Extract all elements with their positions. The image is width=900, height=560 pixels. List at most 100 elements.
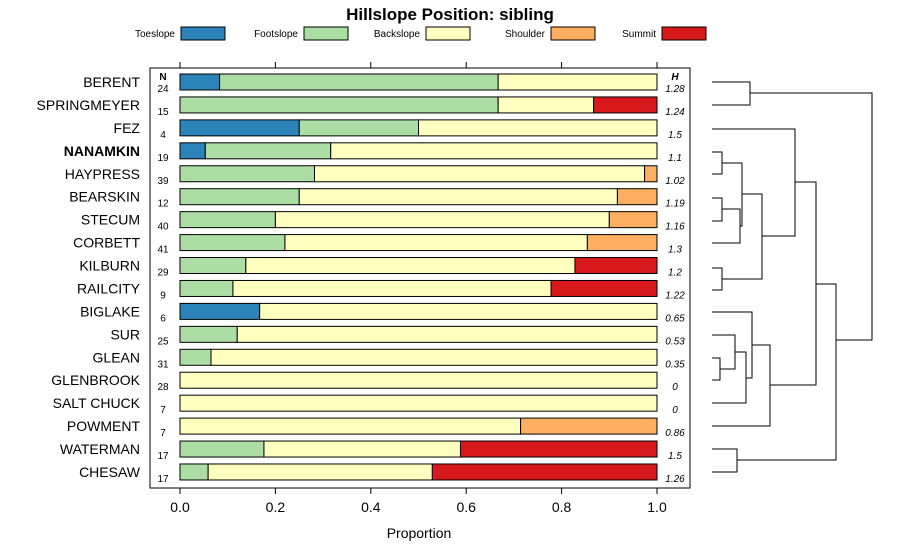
row-label: BIGLAKE — [80, 303, 140, 319]
legend-label: Backslope — [374, 29, 421, 40]
bar-segment — [204, 142, 332, 160]
bar-row: BEARSKIN 12 1.19 — [69, 188, 685, 210]
h-value: 1.19 — [665, 199, 685, 210]
dendrogram-branch — [712, 448, 738, 473]
dendrogram-branch — [712, 151, 723, 175]
n-value: 29 — [157, 268, 169, 279]
bar-segment — [497, 73, 658, 91]
row-label: BEARSKIN — [69, 189, 140, 205]
n-value: 4 — [160, 130, 166, 141]
bar-row: STECUM 40 1.16 — [81, 211, 685, 233]
legend-swatch — [180, 26, 226, 41]
bar-row: CHESAW 17 1.26 — [79, 463, 685, 485]
n-value: 40 — [157, 222, 169, 233]
bar-segment — [644, 165, 658, 183]
dendrogram — [712, 81, 873, 473]
h-value: 0 — [672, 382, 678, 393]
h-value: 1.16 — [665, 222, 685, 233]
row-label: FEZ — [114, 120, 141, 136]
bar-row: FEZ 4 1.5 — [114, 119, 682, 141]
x-tick-label: 0.2 — [266, 499, 286, 515]
bar-segment — [179, 234, 286, 252]
bar-segment — [431, 463, 658, 481]
row-label: SUR — [110, 326, 140, 342]
n-value: 25 — [157, 336, 169, 347]
dendrogram-branch — [712, 267, 723, 291]
row-label: POWMENT — [67, 418, 141, 434]
bar-segment — [497, 96, 595, 114]
x-axis: 0.0 0.2 0.4 0.6 0.8 1.0 — [170, 488, 667, 515]
bar-row: BERENT 24 1.28 — [83, 73, 685, 95]
bar-segment — [298, 119, 419, 137]
bar-segment — [179, 302, 261, 320]
h-value: 1.22 — [665, 290, 685, 301]
bar-segment — [179, 348, 212, 366]
bar-segment — [232, 279, 552, 297]
n-value: 28 — [157, 382, 169, 393]
bar-segment — [179, 463, 209, 481]
bar-row: WATERMAN 17 1.5 — [60, 440, 682, 462]
h-column-header: H — [671, 72, 679, 83]
x-tick-label: 1.0 — [647, 499, 667, 515]
legend-swatch — [303, 26, 349, 41]
bar-row: POWMENT 7 0.86 — [67, 417, 685, 439]
row-label: SPRINGMEYER — [37, 97, 140, 113]
h-value: 0.35 — [665, 359, 685, 370]
row-label: GLENBROOK — [51, 372, 140, 388]
row-label: CORBETT — [73, 235, 140, 251]
dendrogram-branch — [712, 208, 741, 244]
dendrogram-branch — [722, 162, 743, 227]
row-label: KILBURN — [79, 258, 140, 274]
bar-segment — [245, 257, 576, 275]
bar-segment — [179, 119, 300, 137]
bar-segment — [179, 394, 658, 412]
bar-segment — [179, 417, 522, 435]
h-value: 1.2 — [668, 268, 682, 279]
bar-segment — [179, 440, 265, 458]
legend-swatch — [425, 26, 471, 41]
row-label: SALT CHUCK — [53, 395, 141, 411]
n-value: 17 — [157, 451, 169, 462]
h-value: 0.86 — [665, 428, 685, 439]
n-value: 17 — [157, 474, 169, 485]
h-value: 1.5 — [668, 130, 682, 141]
bar-segment — [314, 165, 646, 183]
n-value: 39 — [157, 176, 169, 187]
legend: Toeslope Footslope Backslope Shoulder Summit — [135, 26, 707, 41]
x-axis-title: Proportion — [387, 525, 452, 541]
bar-segment — [330, 142, 658, 160]
bar-segment — [520, 417, 658, 435]
top-axis-ticks — [179, 62, 658, 68]
bar-row: RAILCITY 9 1.22 — [77, 279, 685, 301]
bar-segment — [259, 302, 658, 320]
x-tick-label: 0.6 — [456, 499, 476, 515]
h-value: 1.5 — [668, 451, 682, 462]
bar-segment — [616, 188, 658, 206]
bar-segment — [284, 234, 588, 252]
bar-row: SUR 25 0.53 — [110, 325, 685, 347]
bar-segment — [586, 234, 658, 252]
h-value: 1.26 — [665, 474, 685, 485]
row-label: NANAMKIN — [64, 143, 140, 159]
bar-segment — [179, 371, 658, 389]
dendrogram-branch — [770, 181, 817, 386]
row-label: CHESAW — [79, 464, 141, 480]
dendrogram-branch — [712, 197, 723, 222]
legend-swatch — [661, 26, 707, 41]
n-value: 9 — [160, 290, 166, 301]
bar-segment — [207, 463, 433, 481]
bar-segment — [263, 440, 461, 458]
dendrogram-branch — [712, 351, 747, 404]
row-label: GLEAN — [93, 349, 140, 365]
n-value: 6 — [160, 313, 166, 324]
bar-segment — [179, 188, 300, 206]
bar-segment — [179, 279, 234, 297]
n-column-header: N — [159, 72, 166, 83]
bar-row: SPRINGMEYER 15 1.24 — [37, 96, 685, 118]
h-value: 1.28 — [665, 84, 685, 95]
bar-segment — [550, 279, 658, 297]
bar-segment — [179, 325, 238, 343]
bar-segment — [274, 211, 610, 229]
dendrogram-branch — [750, 92, 873, 341]
